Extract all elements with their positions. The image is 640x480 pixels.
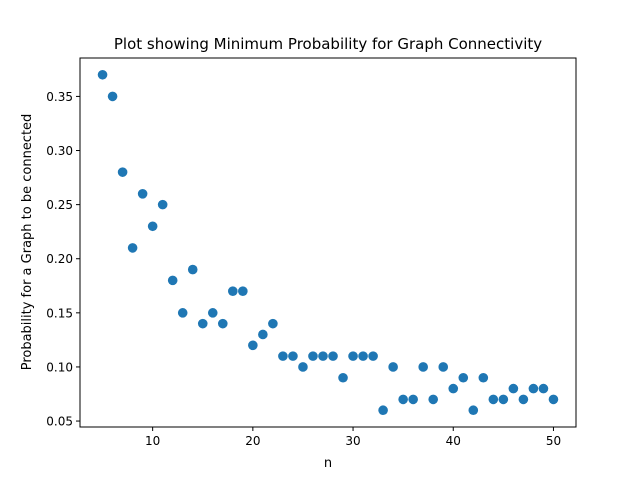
x-tick-label: 50: [546, 434, 561, 448]
data-point: [348, 351, 358, 361]
data-point: [248, 340, 258, 351]
y-tick-label: 0.20: [46, 252, 73, 266]
y-axis-label: Probability for a Graph to be connected: [20, 114, 35, 371]
data-point: [548, 394, 559, 405]
data-point: [458, 372, 469, 383]
data-point: [117, 167, 128, 177]
data-point: [428, 394, 439, 405]
data-point: [508, 383, 519, 394]
x-axis-ticks: 10 20 30 40 50: [145, 427, 561, 448]
x-tick-label: 40: [446, 434, 461, 448]
data-point: [478, 372, 489, 383]
data-point: [518, 394, 529, 405]
data-point: [147, 221, 158, 232]
data-point: [418, 362, 428, 372]
data-point: [228, 286, 238, 297]
data-point: [328, 351, 338, 361]
data-point: [278, 351, 288, 361]
data-point: [388, 362, 398, 372]
x-tick-label: 20: [245, 434, 260, 448]
data-point: [258, 329, 268, 340]
data-point: [538, 383, 549, 394]
data-point: [498, 394, 509, 405]
x-tick-label: 30: [345, 434, 360, 448]
data-point: [97, 69, 108, 80]
data-point: [488, 394, 499, 405]
data-point: [468, 405, 479, 416]
data-point: [378, 405, 388, 416]
chart-title: Plot showing Minimum Probability for Gra…: [114, 35, 542, 53]
y-tick-label: 0.35: [46, 90, 73, 104]
data-point: [167, 275, 178, 286]
data-point: [238, 286, 248, 297]
data-point: [358, 351, 368, 361]
data-point: [177, 308, 188, 318]
data-points: [97, 69, 559, 416]
x-tick-label: 10: [145, 434, 160, 448]
y-tick-label: 0.30: [46, 144, 73, 158]
plot-frame: [79, 57, 577, 428]
data-point: [438, 362, 449, 372]
data-point: [157, 199, 168, 210]
data-point: [318, 351, 328, 361]
y-axis-ticks: 0.05 0.10 0.15 0.20 0.25 0.30 0.35: [46, 90, 80, 429]
x-axis-label: n: [324, 456, 332, 471]
data-point: [368, 351, 378, 361]
data-point: [448, 383, 459, 394]
y-tick-label: 0.10: [46, 360, 73, 374]
data-point: [268, 318, 278, 329]
y-tick-label: 0.05: [46, 415, 73, 429]
data-point: [288, 351, 298, 361]
data-point: [338, 372, 348, 383]
data-point: [398, 394, 408, 405]
y-tick-label: 0.25: [46, 198, 73, 212]
data-point: [127, 243, 138, 253]
data-point: [528, 383, 539, 394]
data-point: [107, 91, 118, 102]
data-point: [137, 189, 148, 199]
data-point: [408, 394, 418, 405]
y-tick-label: 0.15: [46, 306, 73, 320]
data-point: [217, 318, 228, 329]
data-point: [298, 362, 308, 372]
data-point: [308, 351, 318, 361]
data-point: [197, 318, 208, 329]
data-point: [207, 308, 218, 318]
data-point: [187, 264, 198, 275]
